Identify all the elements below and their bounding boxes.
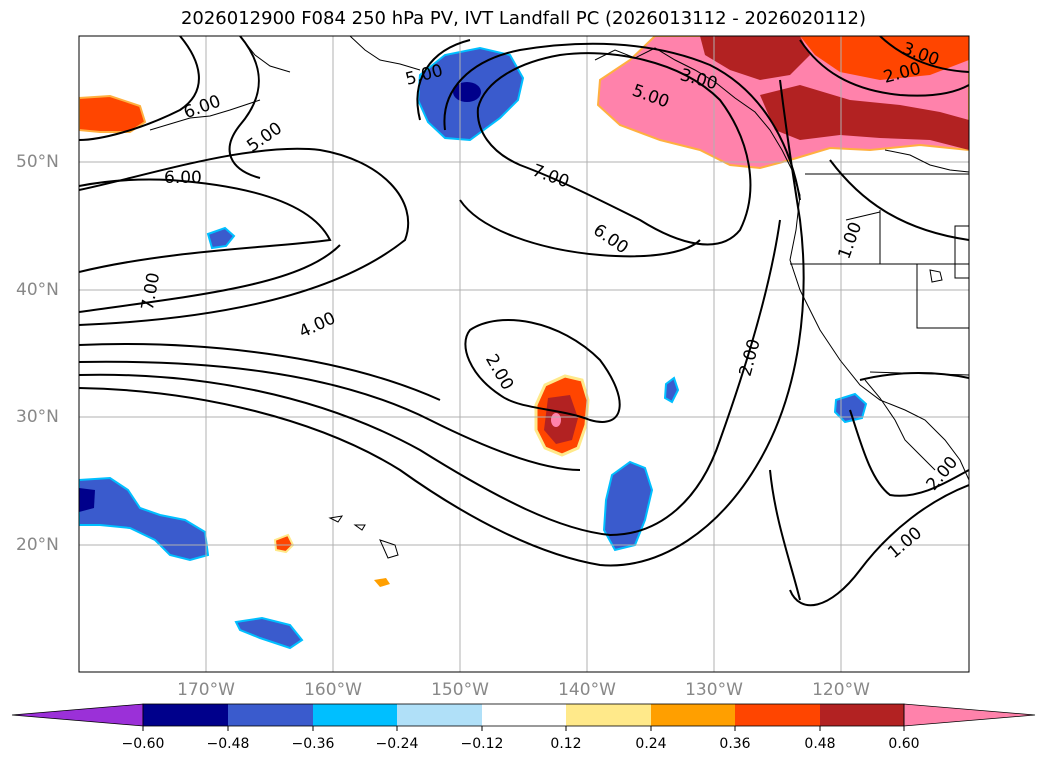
lat-label: 40°N <box>16 280 59 300</box>
colorbar-tick-label: −0.36 <box>291 736 335 752</box>
colorbar-low-extend <box>11 703 144 727</box>
negative-anomaly-south <box>234 616 304 650</box>
colorbar-segment <box>820 704 904 726</box>
colorbar-segment <box>482 704 566 726</box>
negative-anomaly-small <box>206 226 236 250</box>
pv-contours <box>79 36 969 607</box>
positive-anomaly-subtropical-core <box>544 395 578 444</box>
map-gridlines <box>79 36 969 672</box>
lat-label: 20°N <box>16 535 59 555</box>
colorbar-segment <box>735 704 820 726</box>
map-frame <box>78 35 970 673</box>
colorbar-segment <box>143 704 228 726</box>
lat-label: 50°N <box>16 152 59 172</box>
negative-anomaly-southwest <box>79 476 210 562</box>
lon-label: 170°W <box>177 680 235 700</box>
coastlines <box>149 36 969 559</box>
colorbar-segment <box>313 704 397 726</box>
positive-anomaly-small-2 <box>374 578 390 587</box>
lon-label: 140°W <box>558 680 616 700</box>
colorbar-tick-label: 0.24 <box>635 736 667 752</box>
colorbar-tick-label: −0.48 <box>206 736 250 752</box>
negative-anomaly-southwest-core <box>79 488 95 512</box>
colorbar-segment <box>397 704 482 726</box>
negative-anomaly-baja <box>833 392 868 424</box>
colorbar-high-extend <box>903 703 1036 727</box>
lon-label: 150°W <box>431 680 489 700</box>
colorbar-segment <box>566 704 651 726</box>
pv-anomaly-fill <box>79 36 969 650</box>
colorbar-tick-label: −0.60 <box>121 736 165 752</box>
colorbar-tick-label: −0.24 <box>375 736 419 752</box>
lon-label: 160°W <box>304 680 362 700</box>
contour-label: 6.00 <box>164 168 202 188</box>
colorbar-tick-label: 0.48 <box>804 736 836 752</box>
lat-label: 30°N <box>16 407 59 427</box>
colorbar-segment <box>228 704 313 726</box>
positive-anomaly-edge <box>800 36 969 80</box>
lon-label: 120°W <box>812 680 870 700</box>
positive-anomaly-small-1 <box>273 533 295 554</box>
colorbar-segment <box>651 704 735 726</box>
negative-anomaly-tiny <box>663 376 680 404</box>
positive-anomaly-band <box>760 85 969 150</box>
negative-anomaly-subtropical-east <box>602 460 654 552</box>
colorbar-tick-label: −0.12 <box>460 736 504 752</box>
map-title: 2026012900 F084 250 hPa PV, IVT Landfall… <box>180 8 867 29</box>
map-area: 6.00 5.00 5.00 3.00 5.00 3.00 2.00 6.00 … <box>79 36 969 672</box>
colorbar-tick-label: 0.36 <box>719 736 751 752</box>
colorbar-tick-label: 0.60 <box>888 736 920 752</box>
colorbar <box>11 703 1036 731</box>
lon-label: 130°W <box>685 680 743 700</box>
positive-anomaly-core <box>700 36 810 80</box>
colorbar-tick-label: 0.12 <box>550 736 582 752</box>
